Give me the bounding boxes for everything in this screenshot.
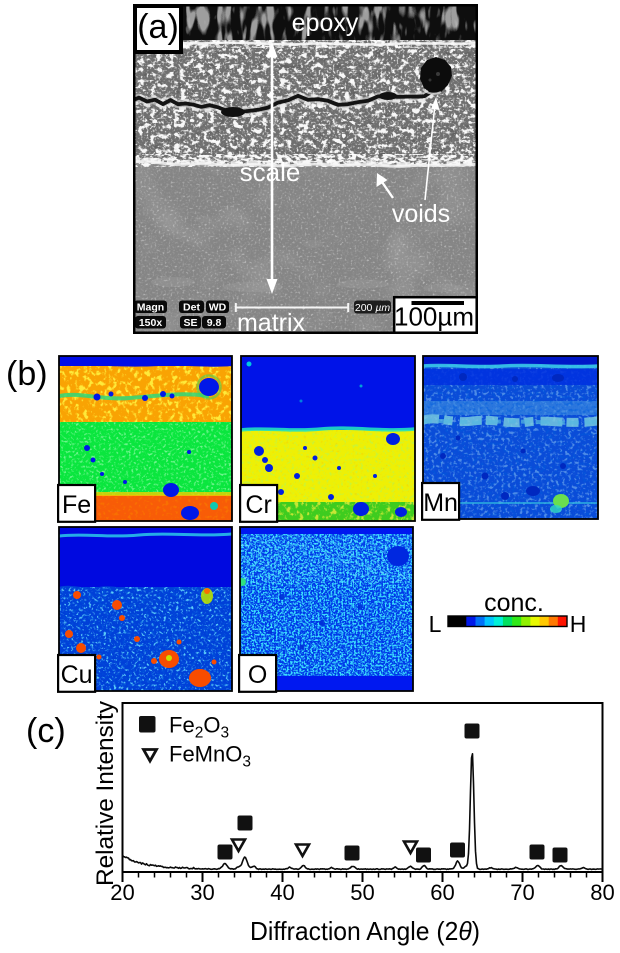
svg-text:50: 50 <box>350 880 374 905</box>
svg-text:Mn: Mn <box>423 489 458 517</box>
svg-text:9.8: 9.8 <box>207 317 222 329</box>
svg-text:Fe: Fe <box>62 491 91 519</box>
svg-text:FeMnO3: FeMnO3 <box>169 741 251 770</box>
svg-text:40: 40 <box>270 880 294 905</box>
svg-text:WD: WD <box>209 302 227 314</box>
svg-text:20: 20 <box>110 880 134 905</box>
svg-text:60: 60 <box>430 880 454 905</box>
svg-text:(b): (b) <box>6 355 48 393</box>
svg-text:150x: 150x <box>139 317 163 329</box>
svg-text:matrix: matrix <box>237 309 306 334</box>
svg-text:(a): (a) <box>137 8 179 46</box>
svg-text:Det: Det <box>183 302 200 314</box>
svg-text:Cr: Cr <box>245 491 271 519</box>
svg-text:30: 30 <box>190 880 214 905</box>
svg-text:80: 80 <box>590 880 614 905</box>
svg-text:100µm: 100µm <box>394 302 474 332</box>
svg-text:70: 70 <box>510 880 534 905</box>
svg-text:Fe2O3: Fe2O3 <box>169 713 229 742</box>
svg-text:SE: SE <box>183 317 197 329</box>
svg-text:scale: scale <box>240 157 301 187</box>
svg-text:Diffraction Angle (2θ): Diffraction Angle (2θ) <box>250 916 480 946</box>
svg-text:Cu: Cu <box>61 661 93 689</box>
svg-text:Relative Intensity: Relative Intensity <box>92 700 119 886</box>
svg-text:H: H <box>570 611 587 637</box>
svg-text:epoxy: epoxy <box>292 9 359 37</box>
svg-text:O: O <box>248 661 267 689</box>
svg-text:conc.: conc. <box>484 589 544 617</box>
svg-text:200 µm: 200 µm <box>355 302 390 314</box>
svg-text:L: L <box>429 611 442 637</box>
svg-text:Magn: Magn <box>137 302 164 314</box>
svg-text:voids: voids <box>392 200 450 228</box>
svg-text:(c): (c) <box>26 712 66 750</box>
